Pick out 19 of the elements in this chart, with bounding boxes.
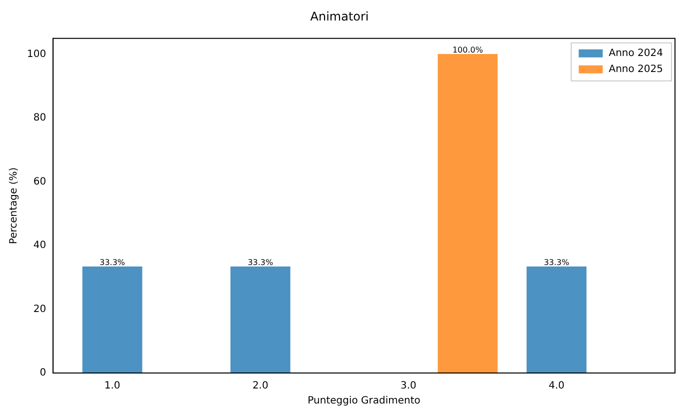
y-tick-label: 40	[33, 240, 46, 252]
y-tick-label: 0	[40, 368, 46, 379]
legend-label: Anno 2025	[608, 64, 664, 75]
data-label: 33.3%	[544, 258, 570, 267]
y-axis-title: Percentage (%)	[8, 167, 20, 244]
data-label: 100.0%	[452, 45, 484, 54]
x-tick-label: 4.0	[548, 380, 564, 392]
y-tick-label: 20	[33, 304, 46, 315]
y-tick-label: 100	[26, 48, 46, 60]
data-label: 33.3%	[248, 258, 274, 267]
x-tick-label: 3.0	[400, 380, 416, 392]
y-tick-label: 60	[33, 176, 46, 188]
legend-label: Anno 2024	[608, 48, 664, 59]
data-label: 33.3%	[100, 258, 126, 267]
x-axis-title: Punteggio Gradimento	[308, 396, 420, 407]
chart-title: Animatori	[310, 9, 369, 24]
y-tick-label: 80	[33, 112, 46, 124]
x-tick-label: 2.0	[252, 380, 268, 392]
x-tick-label: 1.0	[104, 380, 120, 392]
